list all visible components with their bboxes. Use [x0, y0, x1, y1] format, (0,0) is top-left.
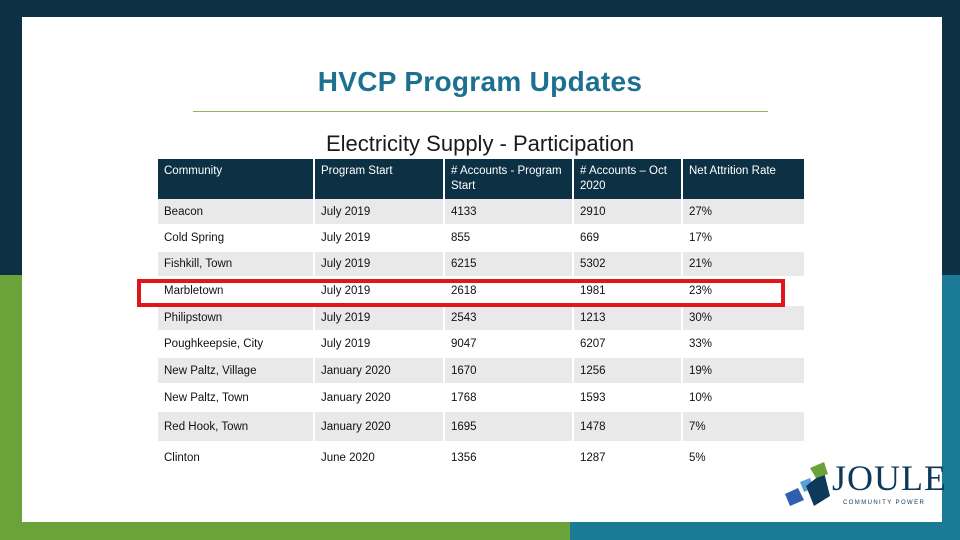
cell-community: Cold Spring	[158, 225, 315, 252]
cell-community: Beacon	[158, 199, 315, 226]
header-net-attrition-rate: Net Attrition Rate	[682, 159, 806, 199]
cell-accounts-oct-2020: 1256	[573, 357, 683, 385]
title-divider	[193, 111, 768, 112]
page-title: HVCP Program Updates	[317, 66, 643, 97]
cell-accounts-start: 1695	[444, 411, 574, 443]
table-row: Fishkill, Town July 2019 6215 5302 21%	[158, 251, 806, 278]
background-band-green	[0, 275, 22, 540]
cell-accounts-oct-2020: 2910	[573, 199, 683, 226]
cell-accounts-start: 1670	[444, 357, 574, 385]
cell-program-start: January 2020	[314, 384, 445, 412]
header-accounts-start: # Accounts - Program Start	[444, 159, 574, 199]
cell-accounts-oct-2020: 1213	[573, 305, 683, 332]
cell-accounts-start: 1768	[444, 384, 574, 412]
logo-wordmark: JOULE	[832, 458, 947, 498]
cell-accounts-start: 2543	[444, 305, 574, 332]
cell-accounts-start: 855	[444, 225, 574, 252]
cell-accounts-start: 9047	[444, 331, 574, 358]
highlight-box-marbletown	[137, 279, 785, 307]
cell-accounts-oct-2020: 5302	[573, 251, 683, 278]
cell-community: Red Hook, Town	[158, 411, 315, 443]
table-row: Cold Spring July 2019 855 669 17%	[158, 225, 806, 252]
cell-accounts-start: 4133	[444, 199, 574, 226]
cell-attrition-rate: 10%	[682, 384, 806, 412]
cell-attrition-rate: 30%	[682, 305, 806, 332]
cell-program-start: July 2019	[314, 199, 445, 226]
cell-program-start: January 2020	[314, 357, 445, 385]
participation-table: Community Program Start # Accounts - Pro…	[158, 159, 806, 475]
header-program-start: Program Start	[314, 159, 445, 199]
cell-community: New Paltz, Town	[158, 384, 315, 412]
cell-attrition-rate: 17%	[682, 225, 806, 252]
cell-attrition-rate: 27%	[682, 199, 806, 226]
table-header-row: Community Program Start # Accounts - Pro…	[158, 159, 806, 199]
table-row: Clinton June 2020 1356 1287 5%	[158, 442, 806, 475]
cell-community: New Paltz, Village	[158, 357, 315, 385]
table-row: New Paltz, Town January 2020 1768 1593 1…	[158, 384, 806, 412]
logo-tagline: COMMUNITY POWER	[843, 500, 926, 506]
table-row: New Paltz, Village January 2020 1670 125…	[158, 357, 806, 385]
cell-attrition-rate: 21%	[682, 251, 806, 278]
cell-community: Clinton	[158, 442, 315, 475]
cell-program-start: July 2019	[314, 305, 445, 332]
table-row: Beacon July 2019 4133 2910 27%	[158, 199, 806, 226]
cell-accounts-oct-2020: 1287	[573, 442, 683, 475]
cell-accounts-oct-2020: 6207	[573, 331, 683, 358]
table-row: Philipstown July 2019 2543 1213 30%	[158, 305, 806, 332]
cell-accounts-start: 1356	[444, 442, 574, 475]
cell-program-start: July 2019	[314, 251, 445, 278]
cell-community: Poughkeepsie, City	[158, 331, 315, 358]
cell-attrition-rate: 33%	[682, 331, 806, 358]
cell-accounts-oct-2020: 1593	[573, 384, 683, 412]
cell-community: Fishkill, Town	[158, 251, 315, 278]
background-band-green-bottom	[0, 522, 570, 540]
cell-program-start: January 2020	[314, 411, 445, 443]
cell-attrition-rate: 19%	[682, 357, 806, 385]
cell-attrition-rate: 7%	[682, 411, 806, 443]
cell-program-start: July 2019	[314, 225, 445, 252]
cell-accounts-oct-2020: 1478	[573, 411, 683, 443]
cell-program-start: July 2019	[314, 331, 445, 358]
page-subtitle: Electricity Supply - Participation	[325, 131, 635, 156]
header-accounts-oct-2020: # Accounts – Oct 2020	[573, 159, 683, 199]
cell-community: Philipstown	[158, 305, 315, 332]
cell-accounts-start: 6215	[444, 251, 574, 278]
table-row: Red Hook, Town January 2020 1695 1478 7%	[158, 411, 806, 443]
joule-logo-icon	[785, 462, 830, 506]
table-row: Poughkeepsie, City July 2019 9047 6207 3…	[158, 331, 806, 358]
header-community: Community	[158, 159, 315, 199]
cell-program-start: June 2020	[314, 442, 445, 475]
cell-attrition-rate: 5%	[682, 442, 806, 475]
cell-accounts-oct-2020: 669	[573, 225, 683, 252]
